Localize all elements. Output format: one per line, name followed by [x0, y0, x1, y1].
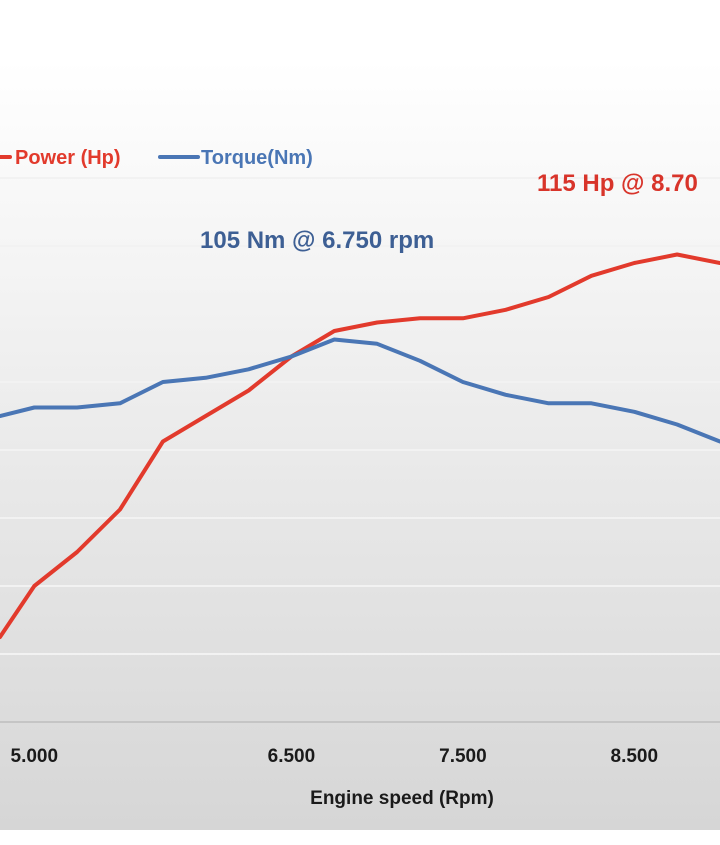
legend: Power (Hp) Torque(Nm) [0, 147, 313, 169]
power-series-line [0, 252, 720, 639]
x-axis-ticks: 5.000 6.500 7.500 8.500 [11, 746, 659, 767]
torque-series-line [0, 337, 720, 444]
x-tick-label: 6.500 [268, 746, 316, 767]
x-tick-label: 7.500 [439, 746, 487, 767]
annotation-power-peak: 115 Hp @ 8.70 [537, 170, 698, 197]
gridlines [0, 177, 720, 723]
series-lines [0, 252, 720, 639]
legend-label-power: Power (Hp) [15, 147, 121, 169]
legend-label-torque: Torque(Nm) [201, 147, 313, 169]
annotation-torque-peak: 105 Nm @ 6.750 rpm [200, 227, 434, 254]
x-axis-title: Engine speed (Rpm) [310, 788, 494, 809]
plot-background [0, 60, 720, 830]
x-tick-label: 5.000 [11, 746, 59, 767]
x-tick-label: 8.500 [611, 746, 659, 767]
